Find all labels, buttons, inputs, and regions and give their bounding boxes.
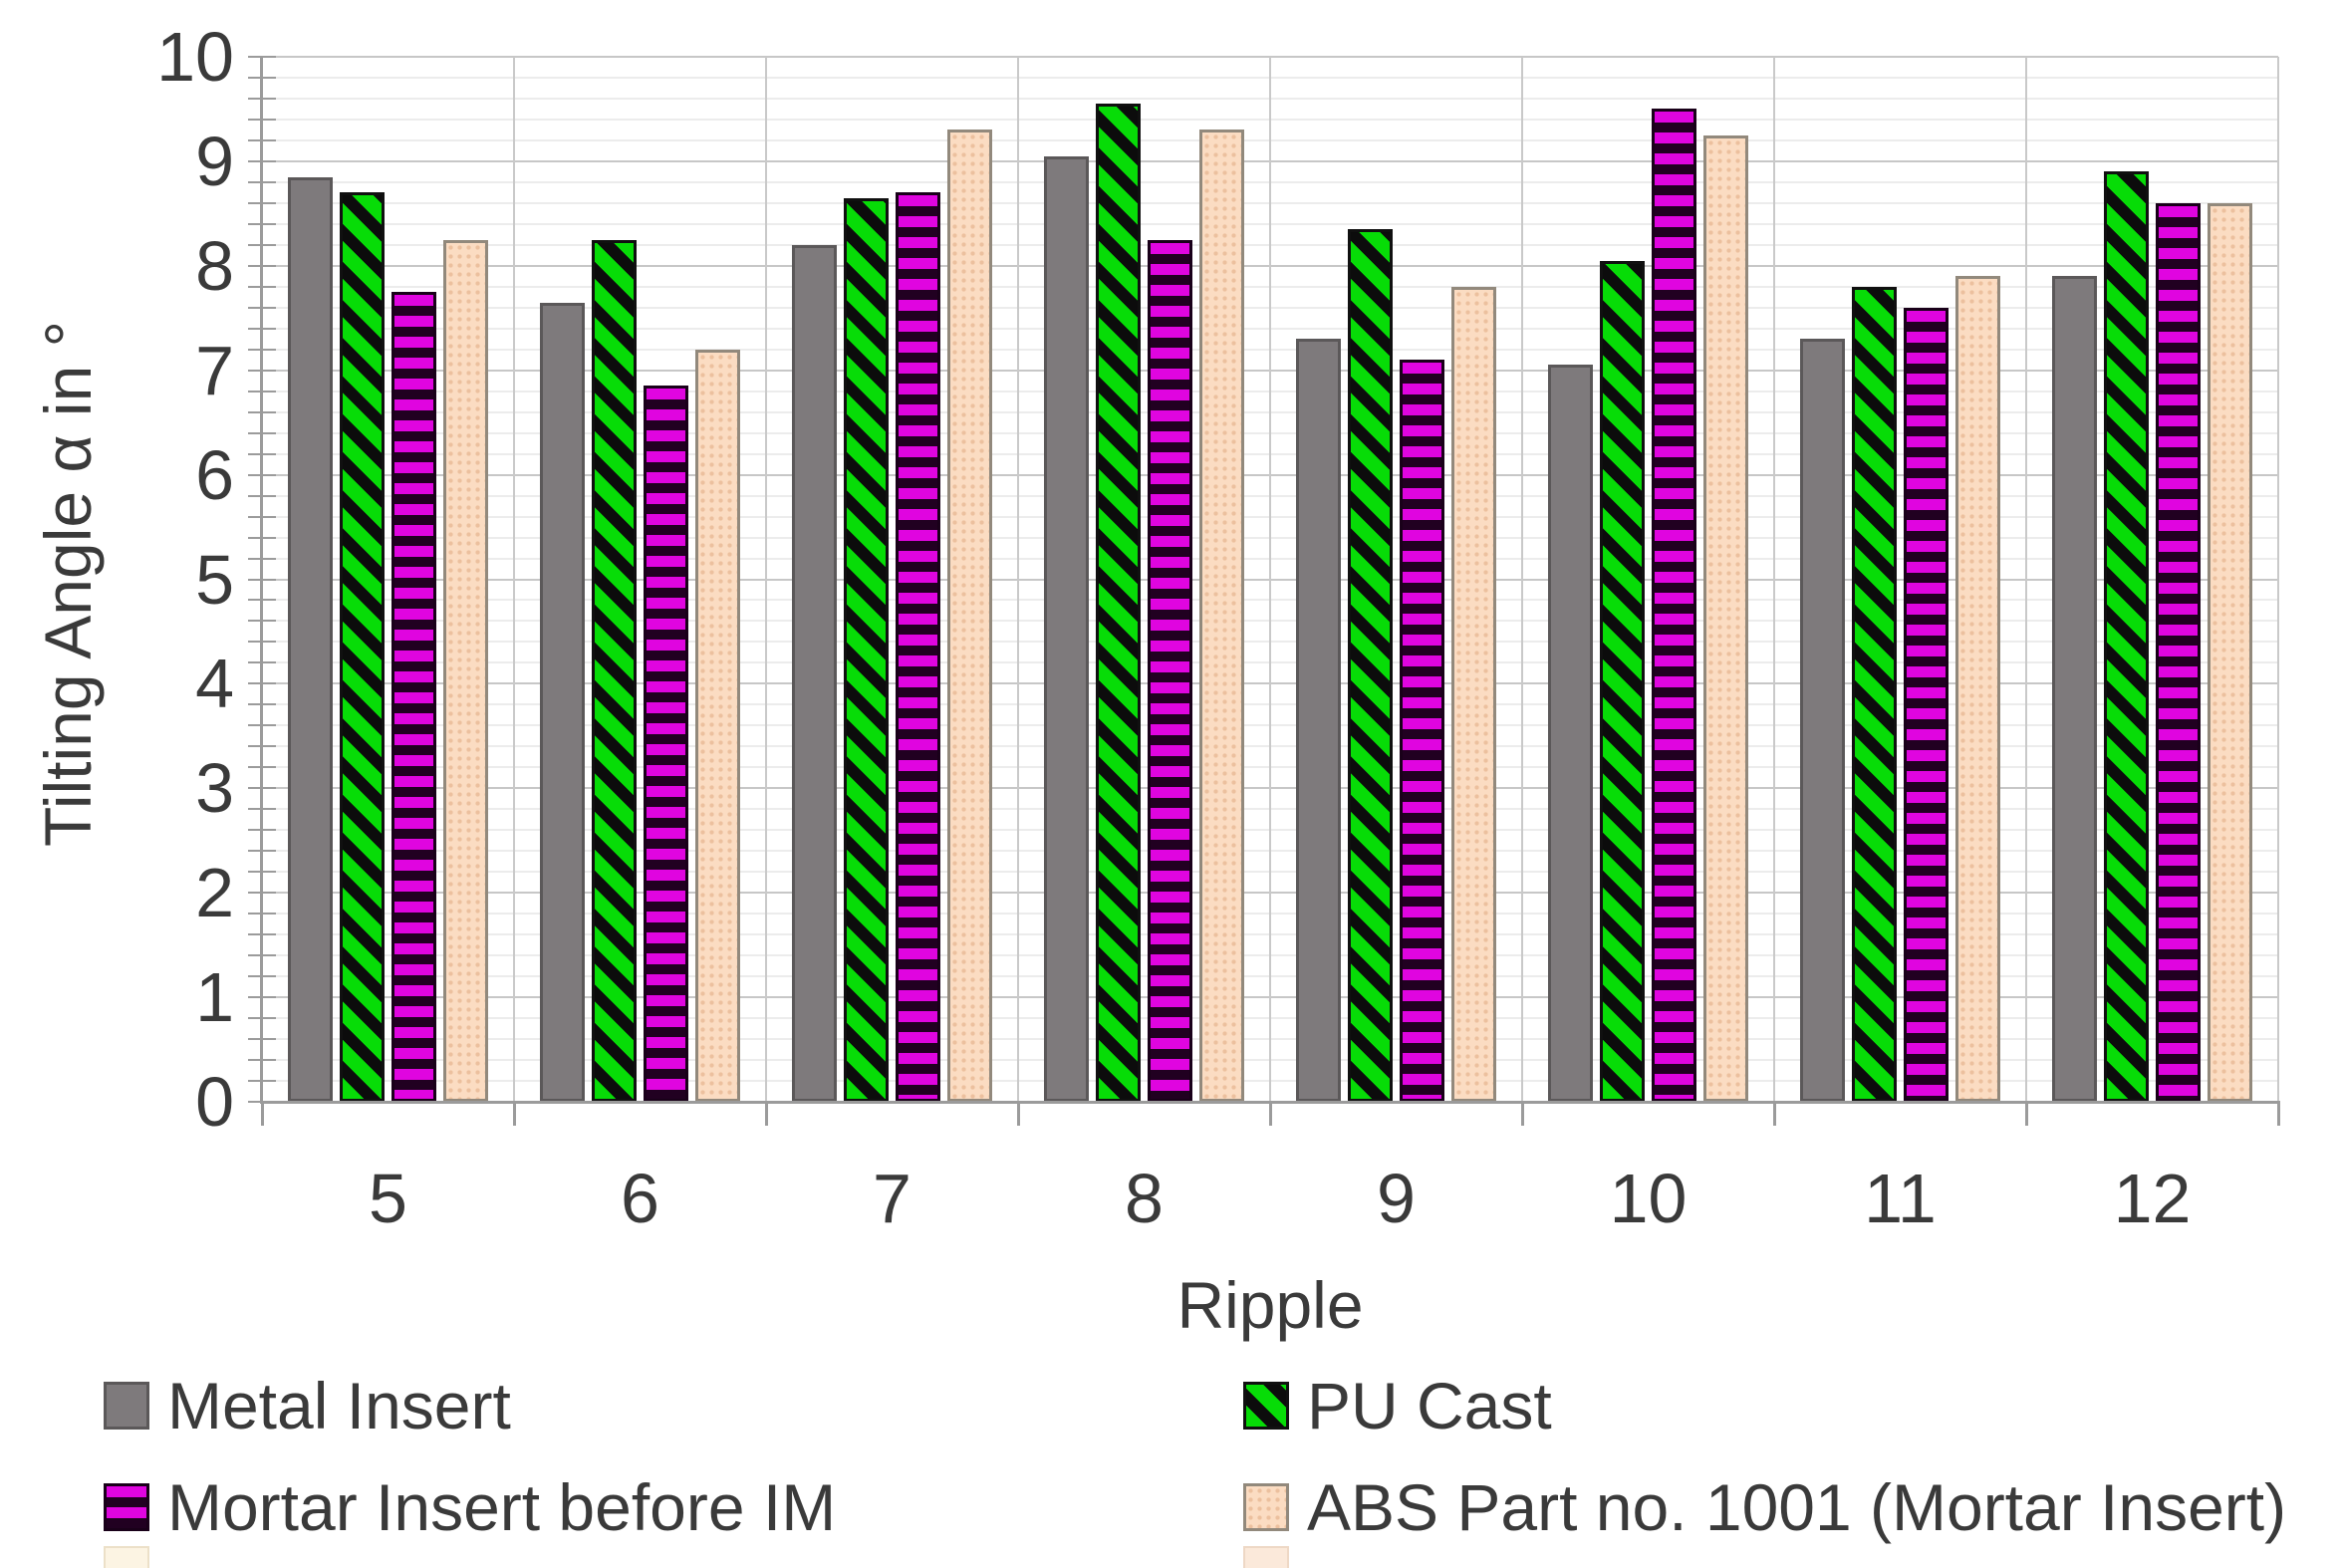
bar-metal-insert-ripple-12 [2052, 276, 2097, 1102]
bar-abs-part-no-1001-mortar-insert-ripple-9 [1451, 286, 1496, 1102]
x-tick-label-6: 6 [621, 1160, 659, 1237]
y-tick-label-7: 7 [195, 331, 234, 409]
y-tick-label-9: 9 [195, 122, 234, 200]
bar-metal-insert-ripple-6 [540, 302, 585, 1102]
gridline-vertical [1017, 57, 1019, 1102]
x-axis-tick-mark [764, 1102, 768, 1126]
bar-mortar-insert-before-im-ripple-12 [2156, 202, 2201, 1102]
bar-abs-part-no-1001-mortar-insert-ripple-6 [695, 349, 740, 1102]
bar-pu-cast-ripple-12 [2104, 171, 2149, 1102]
x-tick-label-8: 8 [1125, 1160, 1164, 1237]
bar-pu-cast-ripple-10 [1600, 260, 1645, 1102]
y-tick-label-1: 1 [195, 958, 234, 1037]
bar-pu-cast-ripple-5 [340, 192, 385, 1102]
y-tick-label-6: 6 [195, 435, 234, 514]
legend-label: ABS Part no. 1001 (Mortar Insert) [1307, 1470, 2287, 1544]
gridline-vertical [1773, 57, 1775, 1102]
x-axis-tick-mark [1520, 1102, 1524, 1126]
bar-mortar-insert-before-im-ripple-7 [896, 192, 940, 1102]
bar-mortar-insert-before-im-ripple-11 [1904, 307, 1949, 1102]
legend-clipped-swatch [104, 1546, 149, 1568]
bar-mortar-insert-before-im-ripple-9 [1400, 360, 1444, 1102]
bar-mortar-insert-before-im-ripple-8 [1148, 239, 1192, 1102]
x-tick-label-10: 10 [1609, 1160, 1688, 1237]
y-tick-label-8: 8 [195, 226, 234, 305]
legend-swatch-icon [104, 1483, 149, 1531]
bar-metal-insert-ripple-5 [288, 176, 333, 1102]
bar-pu-cast-ripple-9 [1348, 229, 1393, 1102]
x-tick-label-11: 11 [1864, 1160, 1937, 1237]
x-axis-tick-mark [1016, 1102, 1020, 1126]
y-tick-label-4: 4 [195, 645, 234, 723]
x-tick-label-12: 12 [2113, 1160, 2192, 1237]
bar-mortar-insert-before-im-ripple-6 [644, 386, 688, 1102]
legend-swatch-icon [104, 1382, 149, 1430]
legend-item-pu-cast: PU Cast [1243, 1373, 1552, 1438]
bar-metal-insert-ripple-9 [1296, 339, 1341, 1102]
x-axis-tick-mark [2276, 1102, 2280, 1126]
bar-metal-insert-ripple-10 [1548, 365, 1593, 1102]
y-tick-label-0: 0 [195, 1063, 234, 1141]
bar-metal-insert-ripple-7 [792, 244, 837, 1102]
bar-abs-part-no-1001-mortar-insert-ripple-5 [443, 239, 488, 1102]
bar-mortar-insert-before-im-ripple-5 [391, 292, 436, 1102]
bar-abs-part-no-1001-mortar-insert-ripple-8 [1199, 130, 1244, 1102]
y-tick-label-5: 5 [195, 540, 234, 619]
x-axis-tick-mark [2024, 1102, 2028, 1126]
x-axis-tick-mark [512, 1102, 516, 1126]
gridline-vertical [1521, 57, 1523, 1102]
x-tick-label-9: 9 [1377, 1160, 1416, 1237]
bar-metal-insert-ripple-8 [1044, 155, 1089, 1102]
legend-swatch-icon [1243, 1483, 1289, 1531]
gridline-vertical [765, 57, 767, 1102]
gridline-vertical [2025, 57, 2027, 1102]
legend-label: Metal Insert [167, 1369, 511, 1442]
x-axis-tick-mark [1772, 1102, 1776, 1126]
bar-abs-part-no-1001-mortar-insert-ripple-12 [2208, 202, 2252, 1102]
y-axis-line [260, 57, 263, 1102]
x-axis-tick-mark [1268, 1102, 1272, 1126]
legend-label: Mortar Insert before IM [167, 1470, 837, 1544]
legend-item-mortar-insert-before-im: Mortar Insert before IM [104, 1474, 836, 1540]
legend-item-metal-insert: Metal Insert [104, 1373, 511, 1438]
legend-swatch-icon [1243, 1382, 1289, 1430]
bar-pu-cast-ripple-6 [592, 239, 637, 1102]
gridline-vertical [1269, 57, 1271, 1102]
plot-area [248, 56, 2280, 1126]
legend-label: PU Cast [1307, 1369, 1552, 1442]
bar-pu-cast-ripple-7 [844, 197, 889, 1102]
x-axis-title: Ripple [1176, 1268, 1364, 1342]
legend-clipped-swatch [1243, 1546, 1289, 1568]
y-tick-label-2: 2 [195, 854, 234, 932]
bar-mortar-insert-before-im-ripple-10 [1652, 109, 1696, 1102]
bar-pu-cast-ripple-8 [1096, 104, 1141, 1102]
bar-abs-part-no-1001-mortar-insert-ripple-11 [1955, 276, 2000, 1102]
x-tick-label-7: 7 [873, 1160, 911, 1237]
bar-pu-cast-ripple-11 [1852, 286, 1897, 1102]
x-axis-tick-mark [260, 1102, 264, 1126]
gridline-vertical [2277, 57, 2279, 1102]
y-tick-label-3: 3 [195, 749, 234, 828]
x-tick-label-5: 5 [369, 1160, 407, 1237]
bar-metal-insert-ripple-11 [1800, 339, 1845, 1102]
legend-item-abs-part-no-1001-mortar-insert: ABS Part no. 1001 (Mortar Insert) [1243, 1474, 2286, 1540]
gridline-vertical [513, 57, 515, 1102]
y-tick-label-10: 10 [156, 18, 234, 96]
y-axis-title: Tilting Angle α in ° [31, 320, 105, 848]
bar-abs-part-no-1001-mortar-insert-ripple-10 [1703, 134, 1748, 1102]
bar-abs-part-no-1001-mortar-insert-ripple-7 [947, 130, 992, 1102]
